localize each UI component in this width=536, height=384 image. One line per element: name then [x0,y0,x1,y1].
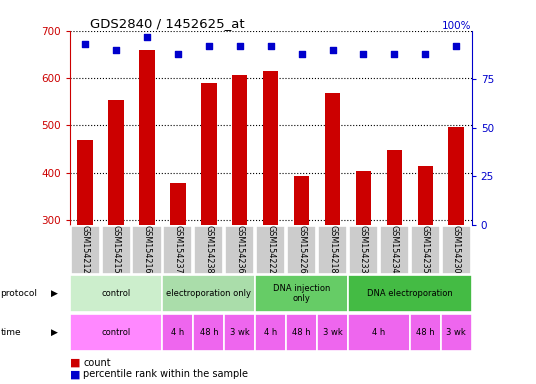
Bar [263,71,278,225]
Bar [193,314,224,351]
Text: 3 wk: 3 wk [323,328,343,337]
Text: GSM154233: GSM154233 [359,225,368,274]
Bar [256,226,285,273]
Text: 4 h: 4 h [172,328,184,337]
Bar [225,226,254,273]
Bar [348,275,472,312]
Bar [356,171,371,225]
Point [81,41,90,47]
Bar [70,314,162,351]
Text: 4 h: 4 h [264,328,277,337]
Text: time: time [1,328,21,337]
Text: GSM154212: GSM154212 [80,225,90,274]
Bar [162,275,255,312]
Bar [139,50,155,225]
Text: GSM154218: GSM154218 [328,225,337,274]
Text: ■: ■ [70,358,80,368]
Text: GSM154215: GSM154215 [111,225,121,274]
Point [297,51,306,57]
Point [359,51,368,57]
Text: GSM154230: GSM154230 [452,225,461,274]
Bar [442,226,471,273]
Bar [317,314,348,351]
Bar [418,166,433,225]
Point [421,51,429,57]
Text: GSM154226: GSM154226 [297,225,306,274]
Bar [348,314,410,351]
Bar [255,275,348,312]
Point [235,43,244,49]
Point [390,51,399,57]
Bar [294,176,309,225]
Bar [194,226,224,273]
Text: GDS2840 / 1452625_at: GDS2840 / 1452625_at [90,17,244,30]
Text: GSM154222: GSM154222 [266,225,275,274]
Point [452,43,460,49]
Bar [255,314,286,351]
Bar [224,314,255,351]
Bar [108,100,124,225]
Text: GSM154234: GSM154234 [390,225,399,274]
Bar [349,226,378,273]
Point [328,47,337,53]
Point [266,43,275,49]
Bar [70,275,162,312]
Text: DNA injection
only: DNA injection only [273,284,330,303]
Point [112,47,121,53]
Bar [287,226,316,273]
Bar [201,83,217,225]
Bar [163,226,192,273]
Text: ▶: ▶ [51,289,58,298]
Point [205,43,213,49]
Point [143,33,151,40]
Text: GSM154236: GSM154236 [235,225,244,274]
Bar [318,226,347,273]
Bar [101,226,131,273]
Bar [410,314,441,351]
Text: 100%: 100% [442,21,472,31]
Bar [162,314,193,351]
Text: electroporation only: electroporation only [166,289,251,298]
Text: percentile rank within the sample: percentile rank within the sample [83,369,248,379]
Text: GSM154216: GSM154216 [143,225,152,274]
Bar [386,151,402,225]
Text: protocol: protocol [1,289,38,298]
Text: GSM154238: GSM154238 [204,225,213,274]
Bar [232,75,248,225]
Bar [380,226,409,273]
Bar [325,93,340,225]
Text: control: control [101,289,131,298]
Text: GSM154235: GSM154235 [421,225,430,274]
Text: 48 h: 48 h [199,328,218,337]
Bar [170,183,185,225]
Bar [71,226,100,273]
Text: 48 h: 48 h [292,328,311,337]
Bar [411,226,440,273]
Text: count: count [83,358,111,368]
Text: 48 h: 48 h [416,328,435,337]
Text: GSM154237: GSM154237 [174,225,182,274]
Bar [286,314,317,351]
Bar [449,127,464,225]
Text: 3 wk: 3 wk [446,328,466,337]
Text: 4 h: 4 h [373,328,385,337]
Bar [77,141,93,225]
Text: DNA electroporation: DNA electroporation [367,289,453,298]
Bar [132,226,161,273]
Text: ▶: ▶ [51,328,58,337]
Text: control: control [101,328,131,337]
Text: 3 wk: 3 wk [230,328,250,337]
Point [174,51,182,57]
Bar [441,314,472,351]
Text: ■: ■ [70,369,80,379]
